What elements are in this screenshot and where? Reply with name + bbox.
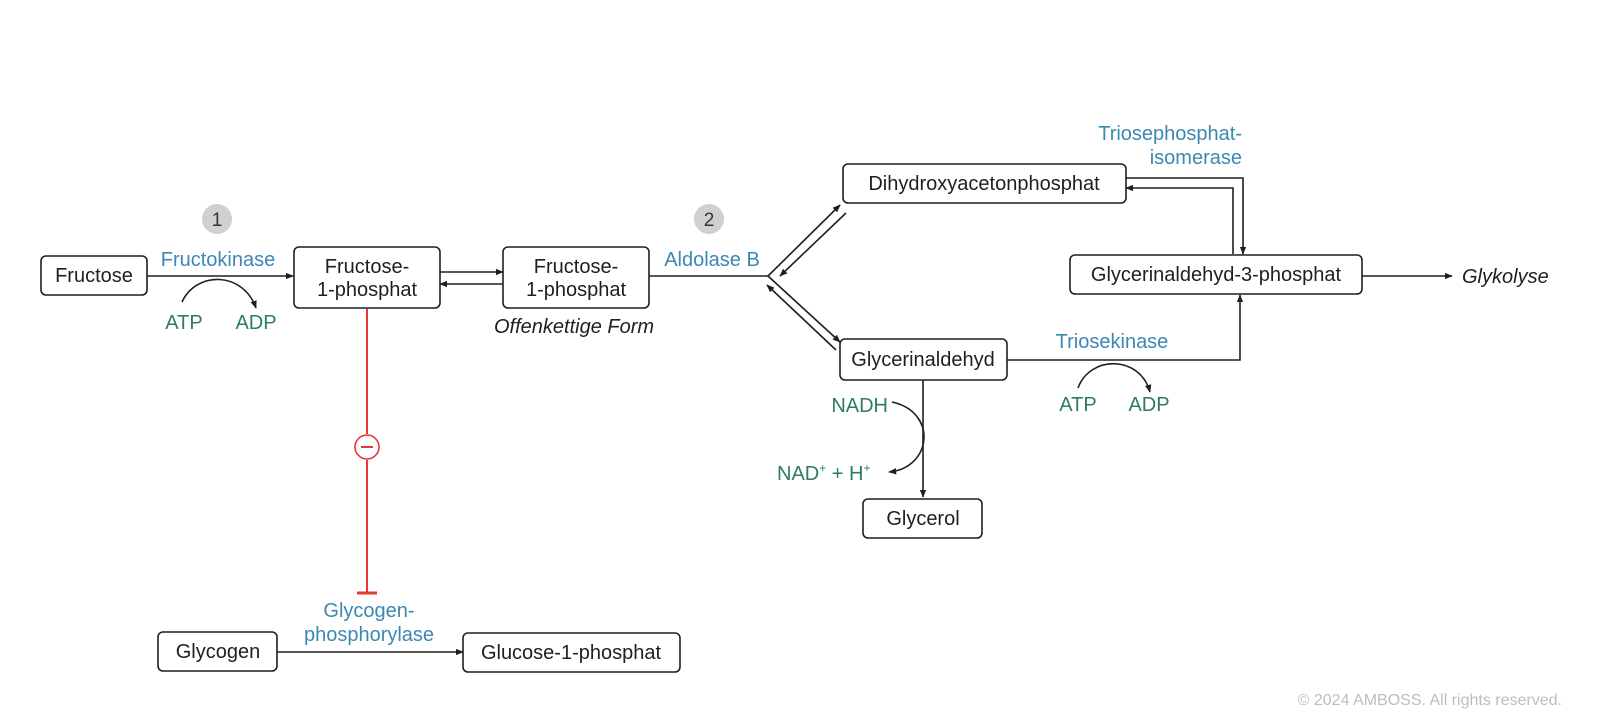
arrow-dhap-to-g3p [1126,177,1247,255]
node-fructose-1-phosphat: Fructose- 1-phosphat [293,246,441,309]
node-glycogen-label: Glycogen [176,641,261,663]
arrow-glyceraldehyde-to-g3p [1007,294,1244,361]
step-2-label: 2 [704,210,715,231]
node-fructose-1-phosphat-open: Fructose- 1-phosphat [502,246,650,309]
node-f1p-line1: Fructose- [325,256,409,278]
copyright-notice: © 2024 AMBOSS. All rights reserved. [1298,692,1562,709]
enzyme-gp-line1: Glycogen- [323,600,414,622]
arrow-g3p-to-dhap [1125,184,1234,254]
cofactor-nadh: NADH [831,395,888,417]
node-f1p-open-line1: Fructose- [534,256,618,278]
node-f1p-open-line2: 1-phosphat [526,279,627,301]
node-f1p-line2: 1-phosphat [317,279,418,301]
node-glycerinaldehyd-3-phosphat: Glycerinaldehyd-3-phosphat [1069,254,1363,295]
arrow-branch-to-glyceraldehyde [767,275,841,343]
step-1-label: 1 [212,210,223,231]
step-1-badge: 1 [202,204,232,234]
cofactor-arc-2 [1077,362,1152,393]
node-glucose1p-label: Glucose-1-phosphat [481,642,662,664]
cofactor-arc-nadh [888,401,925,475]
node-g3p-label: Glycerinaldehyd-3-phosphat [1091,264,1342,286]
arrow-branch-to-dhap [767,204,841,277]
enzyme-tpi-line2: isomerase [1150,147,1242,169]
glycolysis-label: Glykolyse [1462,266,1549,288]
node-dhap-label: Dihydroxyacetonphosphat [868,173,1100,195]
cofactor-arc-1 [181,278,257,309]
node-glycogen: Glycogen [157,631,278,672]
cofactor-h-sup: + [864,461,871,475]
enzyme-tpi-line1: Triosephosphat- [1098,123,1242,145]
step-2-badge: 2 [694,204,724,234]
node-glucose-1-phosphat: Glucose-1-phosphat [462,632,681,673]
cofactor-nad-base: NAD [777,463,819,485]
node-glycerinaldehyd: Glycerinaldehyd [839,338,1008,381]
cofactor-atp-2: ATP [1059,394,1096,416]
open-chain-form-label: Offenkettige Form [494,316,654,338]
node-glyceraldehyde-label: Glycerinaldehyd [851,349,994,371]
arrow-dhap-to-branch [779,212,847,277]
node-fructose-label: Fructose [55,265,133,287]
cofactor-nad-sup: + [819,461,826,475]
cofactor-nad-middle: + H [826,463,863,485]
cofactor-adp-1: ADP [235,312,276,334]
cofactor-atp-1: ATP [165,312,202,334]
arrow-glyceraldehyde-to-branch [766,284,837,351]
node-dihydroxyacetonphosphat: Dihydroxyacetonphosphat [842,163,1127,204]
enzyme-gp-line2: phosphorylase [304,624,434,646]
enzyme-triosekinase: Triosekinase [1056,331,1169,353]
node-glycerol: Glycerol [862,498,983,539]
cofactor-adp-2: ADP [1128,394,1169,416]
node-glycerol-label: Glycerol [886,508,959,530]
cofactor-nad-h: NAD+ + H+ [777,461,871,485]
enzyme-aldolase-b: Aldolase B [664,249,760,271]
node-fructose: Fructose [40,255,148,296]
enzyme-fructokinase: Fructokinase [161,249,276,271]
